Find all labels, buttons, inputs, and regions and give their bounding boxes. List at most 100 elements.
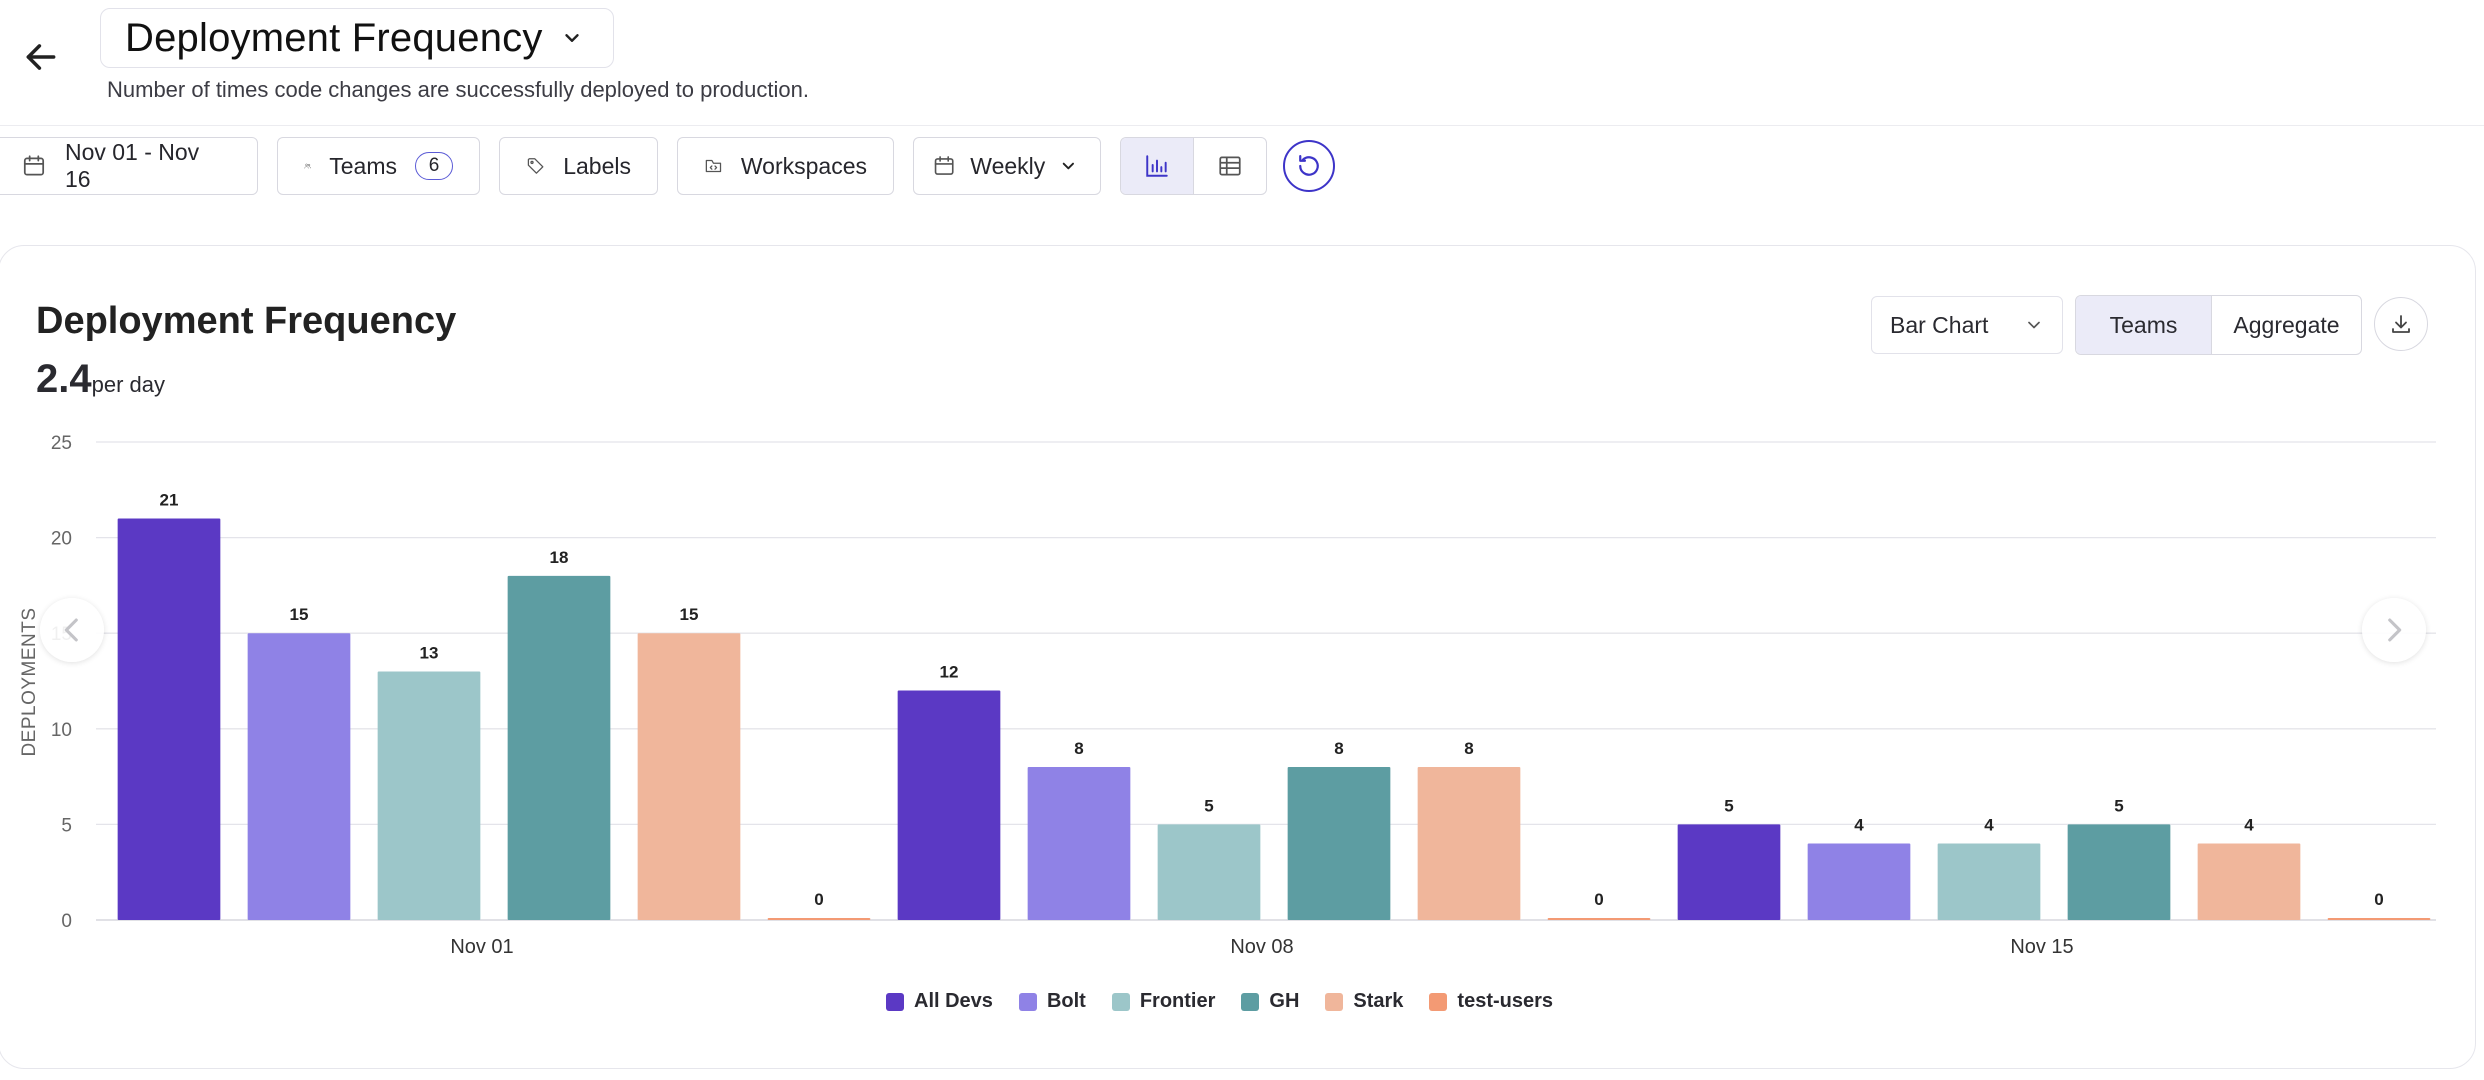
users-icon: [304, 163, 311, 169]
bar: [377, 671, 481, 920]
y-tick-label: 25: [51, 433, 72, 454]
y-tick-label: 0: [61, 911, 72, 932]
back-button[interactable]: [18, 34, 64, 80]
legend-swatch: [1241, 992, 1260, 1011]
x-tick-label: Nov 08: [1230, 936, 1293, 958]
y-axis-label: DEPLOYMENTS: [19, 607, 40, 756]
interval-select[interactable]: Weekly: [913, 137, 1101, 195]
data-label: 13: [420, 643, 439, 662]
data-label: 18: [550, 548, 569, 567]
bar-chart-icon: [1146, 155, 1168, 177]
folder-code-icon: [705, 159, 722, 173]
bar: [1937, 843, 2041, 920]
teams-filter-button[interactable]: Teams 6: [277, 137, 480, 195]
data-label: 12: [940, 663, 959, 682]
arrow-left-icon: [26, 44, 56, 70]
teams-filter-label: Teams: [329, 152, 397, 179]
chevron-down-icon: [2028, 321, 2040, 329]
calendar-icon: [23, 155, 45, 176]
metric-selector[interactable]: Deployment Frequency: [100, 8, 614, 68]
interval-label: Weekly: [970, 152, 1046, 179]
x-tick-label: Nov 01: [450, 936, 513, 958]
legend-item[interactable]: All Devs: [886, 990, 993, 1013]
teams-count-badge: 6: [415, 152, 453, 180]
legend-label: Stark: [1353, 990, 1404, 1012]
chevron-down-icon: [564, 34, 579, 42]
calendar-icon: [934, 156, 954, 175]
teams-toggle-button[interactable]: Teams: [2076, 296, 2212, 354]
legend-swatch: [1325, 992, 1344, 1011]
chevron-down-icon: [1063, 162, 1075, 170]
metric-summary: 2.4 per day: [36, 357, 165, 402]
reset-button[interactable]: [1283, 140, 1335, 192]
data-label: 5: [1204, 796, 1213, 815]
data-label: 8: [1074, 739, 1083, 758]
legend-swatch: [1429, 992, 1448, 1011]
x-tick-label: Nov 15: [2010, 936, 2073, 958]
next-page-button[interactable]: [2362, 598, 2426, 662]
bar: [1547, 918, 1651, 920]
metric-value: 2.4: [36, 357, 92, 401]
data-label: 0: [814, 890, 823, 909]
chart-type-label: Bar Chart: [1890, 311, 1989, 338]
table-icon: [1219, 156, 1241, 176]
bar: [247, 633, 351, 920]
legend-item[interactable]: Frontier: [1111, 990, 1216, 1013]
page-subtitle: Number of times code changes are success…: [107, 77, 809, 102]
download-button[interactable]: [2374, 297, 2428, 351]
y-tick-label: 10: [51, 720, 72, 741]
download-icon: [2392, 315, 2410, 333]
grouping-toggle: Teams Aggregate: [2075, 295, 2362, 355]
data-label: 21: [160, 490, 179, 509]
chevron-left-icon: [64, 618, 78, 642]
chart-view-button[interactable]: [1121, 138, 1194, 194]
chevron-right-icon: [2388, 618, 2402, 642]
legend-label: Frontier: [1139, 990, 1216, 1012]
bar: [1677, 824, 1781, 920]
bar: [637, 633, 741, 920]
bar-chart: 0510152025DEPLOYMENTS21151318150Nov 0112…: [19, 433, 2436, 958]
data-label: 15: [680, 605, 699, 624]
bar: [2067, 824, 2171, 920]
table-view-button[interactable]: [1194, 138, 1266, 194]
bar: [1027, 767, 1131, 920]
tag-icon: [527, 158, 544, 174]
data-label: 5: [1724, 796, 1733, 815]
legend-item[interactable]: GH: [1241, 990, 1299, 1013]
workspaces-filter-button[interactable]: Workspaces: [677, 137, 894, 195]
bar: [2327, 918, 2431, 920]
date-range-label: Nov 01 - Nov 16: [64, 139, 200, 192]
data-label: 4: [1984, 816, 1994, 835]
legend-item[interactable]: Bolt: [1018, 990, 1086, 1013]
legend-label: GH: [1269, 990, 1300, 1012]
data-label: 4: [2244, 816, 2254, 835]
aggregate-toggle-button[interactable]: Aggregate: [2233, 311, 2340, 338]
previous-page-button[interactable]: [40, 598, 104, 662]
labels-filter-button[interactable]: Labels: [499, 137, 658, 195]
data-label: 15: [290, 605, 309, 624]
labels-filter-label: Labels: [563, 152, 631, 179]
data-label: 8: [1464, 739, 1473, 758]
bar: [767, 918, 871, 920]
chart-card: [0, 245, 2476, 1069]
legend-label: All Devs: [914, 990, 993, 1012]
legend-swatch: [1111, 992, 1130, 1011]
bar: [1807, 843, 1911, 920]
y-tick-label: 5: [61, 815, 72, 836]
date-range-button[interactable]: Nov 01 - Nov 16: [0, 137, 258, 195]
chart-type-select[interactable]: Bar Chart: [1871, 296, 2063, 354]
data-label: 0: [1594, 890, 1603, 909]
legend-item[interactable]: Stark: [1325, 990, 1403, 1013]
view-toggle: [1120, 137, 1267, 195]
legend-item[interactable]: test-users: [1429, 990, 1553, 1013]
data-label: 5: [2114, 796, 2123, 815]
data-label: 8: [1334, 739, 1343, 758]
reset-icon: [1299, 154, 1319, 176]
header-divider: [0, 125, 2484, 126]
metric-unit: per day: [91, 372, 165, 397]
card-title: Deployment Frequency: [36, 300, 457, 342]
bar: [1157, 824, 1261, 920]
data-label: 4: [1854, 816, 1864, 835]
legend-swatch: [886, 992, 904, 1011]
legend-label: test-users: [1457, 990, 1554, 1012]
